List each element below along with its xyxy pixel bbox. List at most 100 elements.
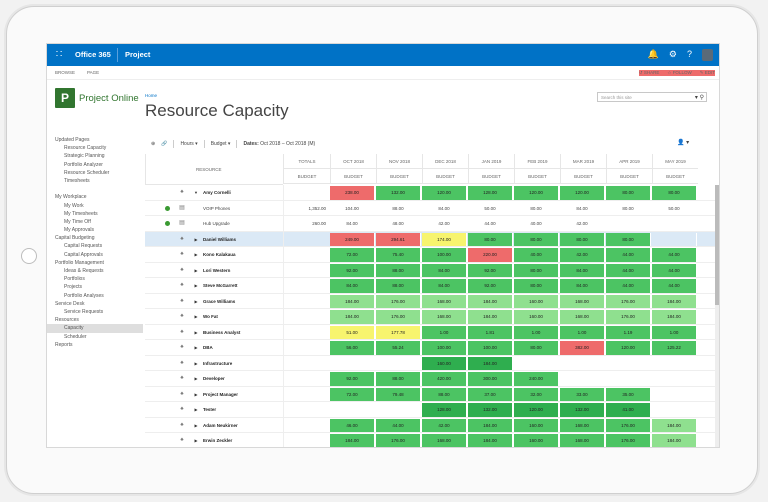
capacity-cell[interactable]: 88.00 xyxy=(376,263,421,277)
capacity-cell[interactable]: 1.00 xyxy=(652,325,697,339)
nav-item[interactable]: Portfolio Management xyxy=(55,259,104,266)
resource-name[interactable]: Amy Cornelli xyxy=(203,190,231,195)
resource-name[interactable]: Grace Williams xyxy=(203,298,236,304)
capacity-cell[interactable]: 168.00 xyxy=(422,294,467,308)
capacity-cell[interactable]: 168.00 xyxy=(560,294,605,308)
breadcrumb[interactable]: Home xyxy=(145,93,158,98)
capacity-cell[interactable]: 1.00 xyxy=(560,325,605,339)
capacity-cell[interactable]: 80.00 xyxy=(652,186,697,200)
capacity-cell[interactable]: 40.00 xyxy=(514,217,559,231)
capacity-cell[interactable] xyxy=(606,372,651,386)
resource-name[interactable]: Kono Kalakaua xyxy=(203,252,236,257)
capacity-cell[interactable]: 184.00 xyxy=(468,356,513,370)
follow-button[interactable]: ☆ FOLLOW xyxy=(667,70,692,75)
capacity-cell[interactable]: 104.00 xyxy=(330,201,375,215)
capacity-cell[interactable]: 184.00 xyxy=(652,434,697,447)
capacity-cell[interactable]: 120.00 xyxy=(422,186,467,200)
table-row[interactable]: ♠ ▶ Steve McGarrett 84.00 88.00 84.00 92.00 80.… xyxy=(145,278,715,294)
expand-icon[interactable]: ▶ xyxy=(194,252,198,257)
resource-name[interactable]: Steve McGarrett xyxy=(203,283,238,288)
capacity-cell[interactable]: 176.00 xyxy=(376,294,421,308)
nav-item[interactable]: Strategic Planning xyxy=(64,153,105,160)
expand-icon[interactable]: ▶ xyxy=(194,360,198,366)
capacity-cell[interactable]: 84.00 xyxy=(560,201,605,215)
capacity-cell[interactable]: 40.00 xyxy=(514,248,559,262)
capacity-cell[interactable]: 238.00 xyxy=(330,186,375,200)
capacity-cell[interactable]: 176.00 xyxy=(606,434,651,447)
capacity-cell[interactable]: 80.00 xyxy=(514,263,559,277)
resource-name[interactable]: Erwin Zeckler xyxy=(203,438,233,443)
capacity-cell[interactable]: 1.81 xyxy=(468,325,513,339)
capacity-cell[interactable]: 382.00 xyxy=(560,341,605,355)
resource-name[interactable]: Developer xyxy=(203,376,225,381)
capacity-cell[interactable]: 420.00 xyxy=(422,372,467,386)
capacity-cell[interactable]: 37.00 xyxy=(468,387,513,401)
capacity-cell[interactable]: 80.00 xyxy=(514,201,559,215)
capacity-cell[interactable]: 42.00 xyxy=(560,217,605,231)
search-input[interactable]: Search this site ▾ ⚲ xyxy=(597,92,707,102)
capacity-cell[interactable]: 50.00 xyxy=(652,201,697,215)
capacity-cell[interactable]: 80.00 xyxy=(514,232,559,246)
browse-tab[interactable]: BROWSE xyxy=(55,70,76,75)
capacity-cell[interactable]: 72.00 xyxy=(330,248,375,262)
capacity-cell[interactable]: 80.00 xyxy=(606,201,651,215)
vertical-scrollbar[interactable] xyxy=(715,185,719,447)
nav-item[interactable]: Service Desk xyxy=(55,300,85,307)
table-row[interactable]: ♠ ▶ DBA 56.00 55.24 100.00 100.00 80.00 382.00 12… xyxy=(145,340,715,356)
capacity-cell[interactable]: 33.00 xyxy=(560,387,605,401)
nav-item[interactable]: Capacity xyxy=(47,324,143,333)
capacity-cell[interactable]: 88.00 xyxy=(376,201,421,215)
capacity-cell[interactable]: 84.00 xyxy=(422,279,467,293)
capacity-cell[interactable]: 168.00 xyxy=(560,310,605,324)
capacity-cell[interactable]: 32.00 xyxy=(514,387,559,401)
capacity-cell[interactable]: 42.00 xyxy=(422,217,467,231)
capacity-cell[interactable]: 100.00 xyxy=(422,341,467,355)
capacity-cell[interactable]: 184.00 xyxy=(652,310,697,324)
capacity-cell[interactable]: 44.00 xyxy=(376,418,421,432)
capacity-cell[interactable]: 84.00 xyxy=(422,201,467,215)
expand-icon[interactable]: ▶ xyxy=(194,422,198,428)
capacity-cell[interactable]: 174.00 xyxy=(422,232,467,246)
capacity-cell[interactable]: 220.00 xyxy=(468,248,513,262)
resource-name[interactable]: Infrastructure xyxy=(203,360,233,366)
expand-icon[interactable]: ▶ xyxy=(194,376,198,381)
expand-icon[interactable]: ▶ xyxy=(194,345,198,350)
nav-item[interactable]: My Approvals xyxy=(64,227,95,234)
nav-item[interactable]: Updated Pages xyxy=(55,137,90,143)
capacity-cell[interactable]: 50.00 xyxy=(468,201,513,215)
capacity-cell[interactable]: 92.00 xyxy=(468,263,513,277)
capacity-cell[interactable]: 132.00 xyxy=(560,403,605,417)
capacity-cell[interactable]: 41.00 xyxy=(606,403,651,417)
table-row[interactable]: ♠ ▶ Kono Kalakaua 72.00 75.40 100.00 220.00 40.… xyxy=(145,247,715,263)
app-launcher-icon[interactable]: ∷ xyxy=(55,49,63,60)
capacity-cell[interactable]: 80.00 xyxy=(606,232,651,246)
resource-name[interactable]: Business Analyst xyxy=(203,329,241,335)
expand-icon[interactable]: ▶ xyxy=(194,391,198,397)
capacity-cell[interactable]: 80.00 xyxy=(468,232,513,246)
expand-icon[interactable]: ▶ xyxy=(194,267,198,273)
capacity-cell[interactable] xyxy=(652,232,697,246)
nav-item[interactable]: Scheduler xyxy=(64,333,87,340)
capacity-cell[interactable] xyxy=(376,403,421,417)
table-row[interactable]: ♠ ▶ Infrastructure 160.00 184.00 xyxy=(145,355,715,371)
capacity-cell[interactable]: 240.00 xyxy=(514,372,559,386)
capacity-cell[interactable]: 44.00 xyxy=(606,279,651,293)
nav-item[interactable]: Capital Approvals xyxy=(64,251,103,258)
dates-filter[interactable]: Dates: Oct 2018 – Oct 2018 (M) xyxy=(243,141,315,147)
capacity-cell[interactable]: 92.00 xyxy=(468,279,513,293)
capacity-cell[interactable]: 44.00 xyxy=(468,217,513,231)
resource-name[interactable]: Wo Fat xyxy=(203,314,218,319)
capacity-cell[interactable]: 132.00 xyxy=(376,186,421,200)
capacity-cell[interactable]: 120.00 xyxy=(560,186,605,200)
capacity-cell[interactable] xyxy=(560,356,605,370)
capacity-cell[interactable] xyxy=(652,217,697,231)
nav-item[interactable]: Projects xyxy=(64,284,83,291)
capacity-cell[interactable]: 100.00 xyxy=(468,341,513,355)
capacity-cell[interactable]: 84.00 xyxy=(330,279,375,293)
capacity-cell[interactable]: 44.00 xyxy=(652,279,697,293)
capacity-cell[interactable] xyxy=(652,372,697,386)
bell-icon[interactable]: 🔔 xyxy=(647,49,659,59)
capacity-cell[interactable]: 176.00 xyxy=(606,418,651,432)
link-icon[interactable]: 🔗 xyxy=(161,141,168,147)
table-row[interactable]: ♠ ▼ Amy Cornelli 238.00 132.00 120.00 128.00 12… xyxy=(145,185,715,201)
